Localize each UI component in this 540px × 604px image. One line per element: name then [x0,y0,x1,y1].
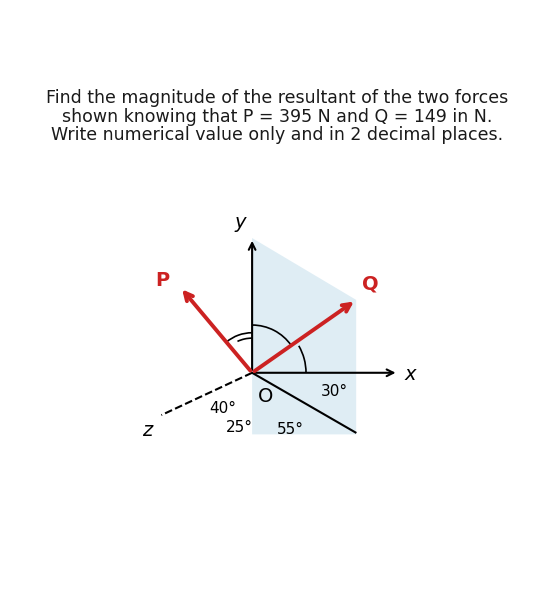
Text: y: y [234,213,246,232]
Text: 40°: 40° [210,401,237,416]
Text: Find the magnitude of the resultant of the two forces: Find the magnitude of the resultant of t… [45,89,508,108]
Text: O: O [258,387,274,406]
Polygon shape [252,238,356,434]
Text: x: x [404,365,416,384]
Text: z: z [142,421,152,440]
Text: shown knowing that P = 395 N and Q = 149 in N.: shown knowing that P = 395 N and Q = 149… [62,108,492,126]
Text: 55°: 55° [277,422,304,437]
Text: Q: Q [362,275,379,294]
Text: 30°: 30° [321,384,348,399]
Text: 25°: 25° [226,420,253,435]
Text: Write numerical value only and in 2 decimal places.: Write numerical value only and in 2 deci… [51,126,503,144]
Text: P: P [156,271,170,291]
